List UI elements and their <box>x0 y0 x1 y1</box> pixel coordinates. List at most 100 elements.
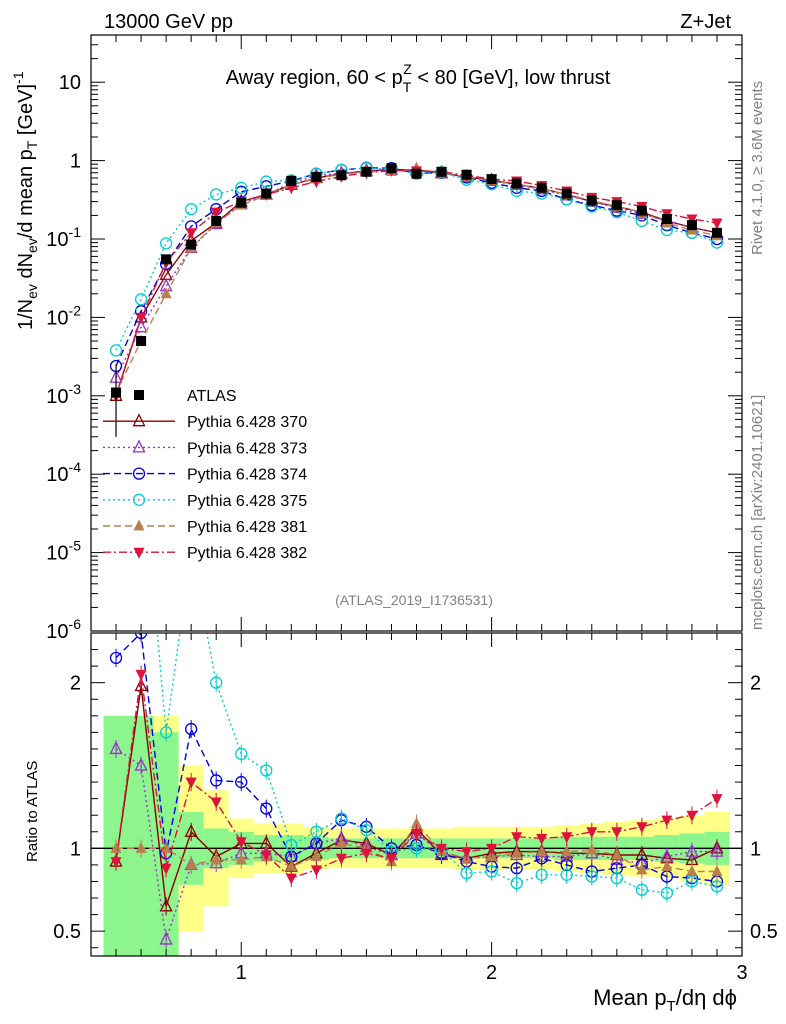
legend-entry: Pythia 6.428 381 <box>103 519 307 536</box>
data-point <box>561 188 572 199</box>
ratio-point <box>686 810 698 822</box>
main-series-pythia-6-428-374 <box>109 161 724 373</box>
ratio-point <box>710 843 724 857</box>
legend-entry: Pythia 6.428 375 <box>103 493 307 510</box>
data-point <box>211 215 222 226</box>
legend-label: Pythia 6.428 382 <box>187 545 307 562</box>
header-left: 13000 GeV pp <box>104 11 233 33</box>
ratio-point <box>210 676 223 689</box>
ratio-point <box>160 841 172 853</box>
ratio-point <box>159 931 173 945</box>
ratio-point <box>210 774 223 787</box>
ratio-y-tick-label: 0.5 <box>53 921 81 943</box>
data-point <box>261 188 272 199</box>
ratio-point <box>335 836 347 848</box>
ratio-point <box>586 827 598 839</box>
legend-entry: Pythia 6.428 374 <box>103 467 307 484</box>
ratio-y-tick-label: 2 <box>70 673 81 695</box>
title-sub-T: T <box>403 79 412 95</box>
ratio-point <box>711 865 723 877</box>
data-point <box>536 182 547 193</box>
ratio-point <box>385 853 397 865</box>
data-point <box>236 197 247 208</box>
data-point <box>210 207 222 219</box>
rivet-side-label: Rivet 4.1.0, ≥ 3.6M events <box>749 81 766 255</box>
data-point <box>586 195 597 206</box>
ratio-point <box>185 722 198 736</box>
main-series-pythia-6-428-381 <box>110 162 723 398</box>
data-point <box>311 171 322 182</box>
ratio-point <box>411 828 422 840</box>
main-plot-frame <box>90 34 743 632</box>
x-tick-label: 1 <box>236 962 247 984</box>
data-point <box>135 312 147 324</box>
data-point <box>111 387 122 398</box>
ratio-point <box>511 832 523 844</box>
ratio-point <box>510 876 523 890</box>
ratio-point <box>485 865 498 878</box>
ratio-point <box>560 868 573 881</box>
series-line <box>115 167 718 367</box>
data-point <box>436 166 447 177</box>
legend-label: Pythia 6.428 374 <box>187 467 307 484</box>
ratio-point <box>710 880 724 893</box>
data-point <box>186 239 197 250</box>
data-point <box>361 166 372 177</box>
ratio-y-tick-label-right: 2 <box>750 673 761 695</box>
legend-label: Pythia 6.428 373 <box>187 440 307 457</box>
main-series-pythia-6-428-382 <box>110 165 723 403</box>
series-line <box>115 168 718 393</box>
ratio-point <box>661 860 673 872</box>
y-tick-label: 10-6 <box>46 616 81 643</box>
ratio-point <box>611 827 623 839</box>
ratio-point <box>510 862 523 875</box>
ratio-point <box>536 845 548 857</box>
ratio-point <box>285 860 297 872</box>
y-tick-label: 10-4 <box>46 459 81 486</box>
series-line <box>115 169 718 397</box>
ratio-point <box>660 886 674 900</box>
ratio-point <box>285 873 297 885</box>
data-point <box>661 213 672 224</box>
ratio-point <box>335 812 348 825</box>
ratio-point <box>486 843 498 855</box>
ratio-point <box>635 883 648 896</box>
ratio-point <box>636 863 648 875</box>
data-point <box>159 237 173 250</box>
data-point <box>185 228 197 240</box>
series-line <box>115 168 718 397</box>
y-tick-label: 10 <box>59 72 81 94</box>
ratio-point <box>536 833 548 845</box>
ratio-point <box>711 794 723 806</box>
ratio-point <box>636 822 648 834</box>
ratio-point <box>185 777 197 789</box>
ratio-point <box>310 850 322 862</box>
ratio-plot-series <box>109 633 724 949</box>
title-part-2: < 80 [GeV], low thrust <box>412 67 611 89</box>
ratio-series-pythia-6-428-382 <box>110 665 723 888</box>
legend-marker <box>133 547 145 559</box>
x-tick-label: 2 <box>486 962 497 984</box>
data-point <box>386 163 397 174</box>
data-point <box>134 319 148 333</box>
ratio-point <box>159 726 173 739</box>
ratio-point <box>210 853 222 865</box>
ratio-point <box>685 843 699 857</box>
ratio-point <box>586 843 598 855</box>
ratio-point <box>135 841 147 853</box>
ratio-point <box>235 747 248 761</box>
data-point <box>511 178 522 189</box>
ratio-point <box>611 848 623 860</box>
data-point <box>611 200 622 211</box>
ratio-point <box>260 850 272 862</box>
header-right: Z+Jet <box>680 11 731 33</box>
data-point <box>286 175 297 186</box>
ratio-point <box>159 898 173 912</box>
ratio-point <box>109 740 123 755</box>
ratio-point <box>436 843 448 855</box>
ratio-point <box>235 837 247 849</box>
data-point <box>160 287 172 299</box>
main-series-pythia-6-428-373 <box>109 161 724 383</box>
